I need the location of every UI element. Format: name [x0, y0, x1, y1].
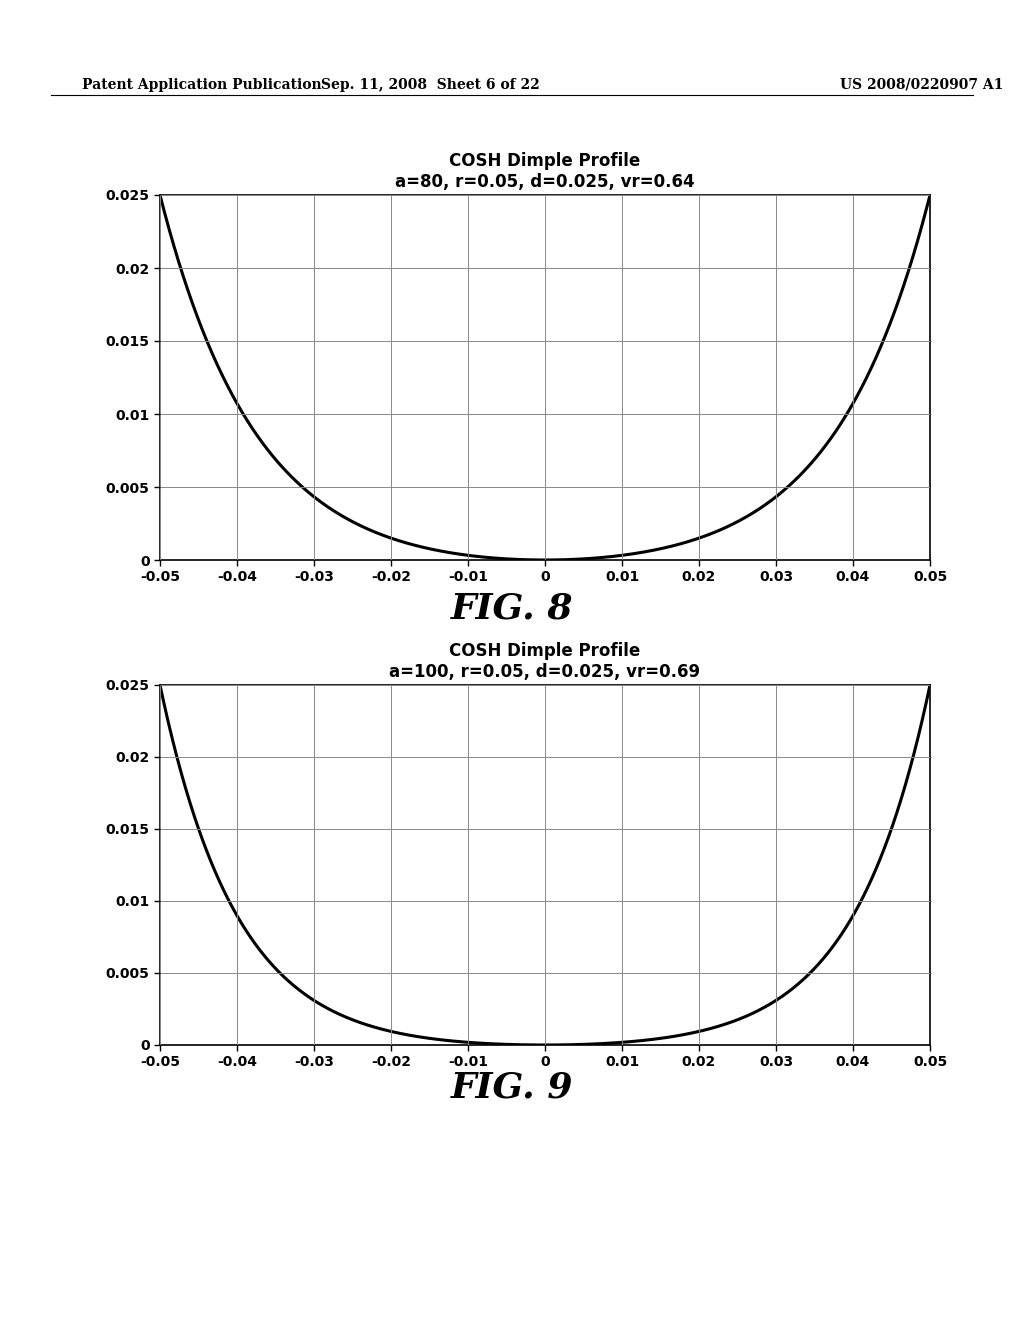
Text: Sep. 11, 2008  Sheet 6 of 22: Sep. 11, 2008 Sheet 6 of 22 — [321, 78, 540, 92]
Title: COSH Dimple Profile
a=80, r=0.05, d=0.025, vr=0.64: COSH Dimple Profile a=80, r=0.05, d=0.02… — [395, 152, 695, 190]
Text: FIG. 9: FIG. 9 — [451, 1071, 573, 1105]
Text: Patent Application Publication: Patent Application Publication — [82, 78, 322, 92]
Text: FIG. 8: FIG. 8 — [451, 591, 573, 624]
Title: COSH Dimple Profile
a=100, r=0.05, d=0.025, vr=0.69: COSH Dimple Profile a=100, r=0.05, d=0.0… — [389, 642, 700, 681]
Text: US 2008/0220907 A1: US 2008/0220907 A1 — [840, 78, 1004, 92]
